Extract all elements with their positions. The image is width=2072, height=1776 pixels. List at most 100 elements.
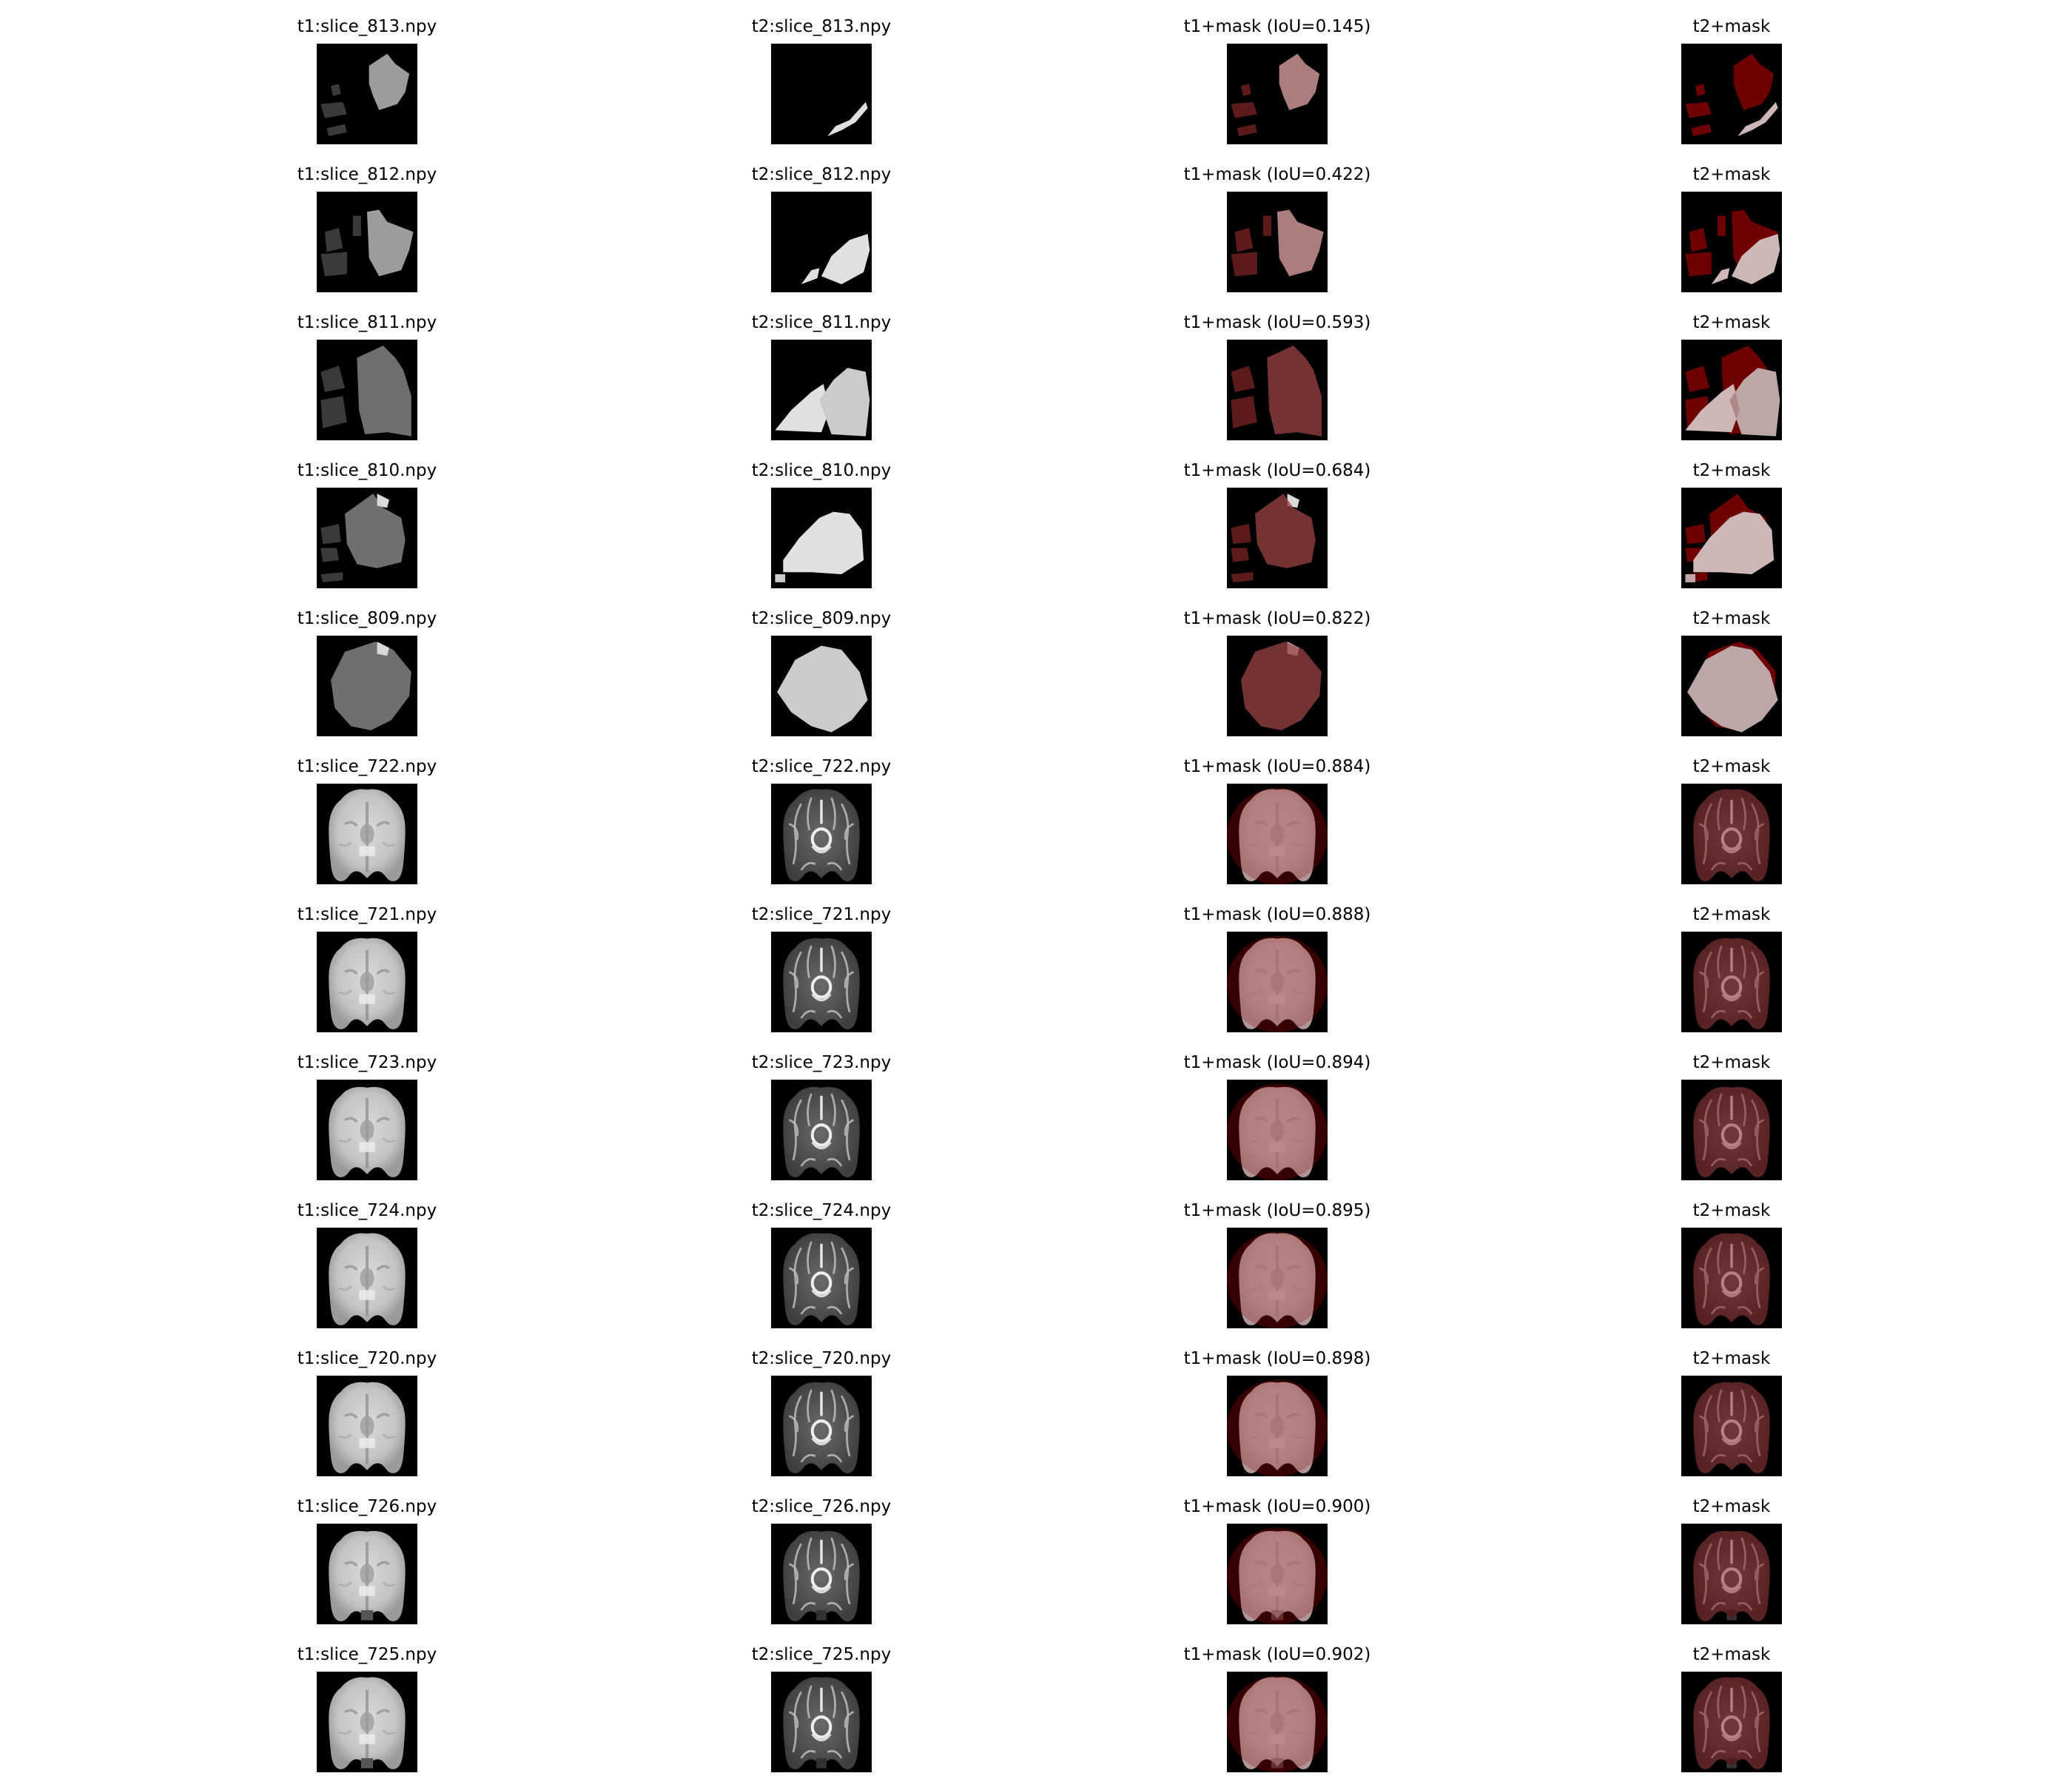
figure-panel: t1:slice_721.npy bbox=[212, 888, 522, 1033]
t1-image bbox=[317, 784, 417, 884]
t1-mask-overlay bbox=[1227, 1376, 1328, 1476]
panel-title: t1:slice_722.npy bbox=[297, 757, 437, 776]
t1-image bbox=[317, 932, 417, 1032]
t1-image bbox=[317, 1080, 417, 1180]
t1-mask-overlay bbox=[1227, 44, 1328, 144]
panel-title: t1+mask (IoU=0.902) bbox=[1183, 1645, 1371, 1664]
figure-panel: t1:slice_813.npy bbox=[212, 0, 522, 145]
panel-title: t2:slice_725.npy bbox=[751, 1645, 892, 1664]
figure-panel: t2:slice_809.npy bbox=[666, 592, 977, 737]
t2-image bbox=[771, 784, 872, 884]
t1-image bbox=[317, 44, 417, 144]
t1-image bbox=[317, 192, 417, 292]
figure-panel: t1+mask (IoU=0.145) bbox=[1122, 0, 1433, 145]
t1-mask-overlay bbox=[1227, 932, 1328, 1032]
panel-title: t1+mask (IoU=0.422) bbox=[1183, 165, 1371, 184]
figure-panel: t2:slice_724.npy bbox=[666, 1184, 977, 1329]
panel-title: t2:slice_721.npy bbox=[751, 905, 892, 924]
figure-panel: t1+mask (IoU=0.684) bbox=[1122, 444, 1433, 589]
panel-title: t1+mask (IoU=0.593) bbox=[1183, 313, 1371, 332]
panel-title: t1+mask (IoU=0.900) bbox=[1183, 1497, 1371, 1516]
t1-image bbox=[317, 1524, 417, 1624]
figure-panel: t2+mask bbox=[1576, 1184, 1887, 1329]
t1-mask-overlay bbox=[1227, 1080, 1328, 1180]
panel-title: t2:slice_812.npy bbox=[751, 165, 892, 184]
figure-panel: t2:slice_720.npy bbox=[666, 1332, 977, 1477]
figure-panel: t1:slice_811.npy bbox=[212, 296, 522, 441]
panel-title: t2+mask bbox=[1692, 905, 1771, 924]
t2-image bbox=[771, 636, 872, 736]
figure-panel: t2:slice_723.npy bbox=[666, 1036, 977, 1181]
t2-image bbox=[771, 44, 872, 144]
figure-panel: t2+mask bbox=[1576, 592, 1887, 737]
panel-title: t2+mask bbox=[1692, 1645, 1771, 1664]
panel-title: t2:slice_809.npy bbox=[751, 609, 892, 628]
panel-title: t2+mask bbox=[1692, 1053, 1771, 1072]
t2-image bbox=[771, 1524, 872, 1624]
panel-title: t2+mask bbox=[1692, 757, 1771, 776]
figure-panel: t2+mask bbox=[1576, 740, 1887, 885]
t1-image bbox=[317, 1672, 417, 1772]
panel-title: t1:slice_720.npy bbox=[297, 1349, 437, 1368]
t1-image bbox=[317, 636, 417, 736]
panel-title: t1+mask (IoU=0.884) bbox=[1183, 757, 1371, 776]
panel-title: t2+mask bbox=[1692, 1201, 1771, 1220]
t1-mask-overlay bbox=[1227, 784, 1328, 884]
panel-title: t1:slice_811.npy bbox=[297, 313, 437, 332]
t1-mask-overlay bbox=[1227, 488, 1328, 588]
t1-image bbox=[317, 340, 417, 440]
t2-mask-overlay bbox=[1681, 1080, 1782, 1180]
t2-mask-overlay bbox=[1681, 1376, 1782, 1476]
panel-title: t1+mask (IoU=0.684) bbox=[1183, 461, 1371, 480]
panel-title: t2+mask bbox=[1692, 1497, 1771, 1516]
t2-mask-overlay bbox=[1681, 44, 1782, 144]
figure-panel: t2+mask bbox=[1576, 148, 1887, 293]
t2-image bbox=[771, 1080, 872, 1180]
figure-panel: t2:slice_725.npy bbox=[666, 1628, 977, 1773]
t1-mask-overlay bbox=[1227, 1524, 1328, 1624]
panel-title: t1:slice_721.npy bbox=[297, 905, 437, 924]
panel-title: t2:slice_720.npy bbox=[751, 1349, 892, 1368]
figure-panel: t2:slice_722.npy bbox=[666, 740, 977, 885]
t2-image bbox=[771, 192, 872, 292]
panel-title: t2+mask bbox=[1692, 313, 1771, 332]
t2-mask-overlay bbox=[1681, 1228, 1782, 1328]
figure-panel: t1+mask (IoU=0.898) bbox=[1122, 1332, 1433, 1477]
t1-mask-overlay bbox=[1227, 192, 1328, 292]
t1-image bbox=[317, 1228, 417, 1328]
t2-mask-overlay bbox=[1681, 1672, 1782, 1772]
t2-mask-overlay bbox=[1681, 784, 1782, 884]
t2-mask-overlay bbox=[1681, 488, 1782, 588]
panel-title: t1:slice_810.npy bbox=[297, 461, 437, 480]
figure-panel: t2+mask bbox=[1576, 1332, 1887, 1477]
panel-title: t2:slice_810.npy bbox=[751, 461, 892, 480]
figure-panel: t2+mask bbox=[1576, 1036, 1887, 1181]
panel-title: t2+mask bbox=[1692, 1349, 1771, 1368]
t2-mask-overlay bbox=[1681, 932, 1782, 1032]
panel-title: t1:slice_726.npy bbox=[297, 1497, 437, 1516]
panel-title: t1:slice_724.npy bbox=[297, 1201, 437, 1220]
figure-panel: t1:slice_810.npy bbox=[212, 444, 522, 589]
figure-panel: t1:slice_720.npy bbox=[212, 1332, 522, 1477]
panel-title: t1:slice_813.npy bbox=[297, 17, 437, 36]
figure-panel: t2:slice_813.npy bbox=[666, 0, 977, 145]
figure-panel: t2:slice_811.npy bbox=[666, 296, 977, 441]
panel-title: t2:slice_813.npy bbox=[751, 17, 892, 36]
panel-title: t2+mask bbox=[1692, 461, 1771, 480]
t2-image bbox=[771, 1672, 872, 1772]
t2-image bbox=[771, 1228, 872, 1328]
panel-title: t1+mask (IoU=0.145) bbox=[1183, 17, 1371, 36]
figure-panel: t1:slice_722.npy bbox=[212, 740, 522, 885]
figure-panel: t1+mask (IoU=0.422) bbox=[1122, 148, 1433, 293]
figure-panel: t1:slice_725.npy bbox=[212, 1628, 522, 1773]
figure-panel: t1+mask (IoU=0.822) bbox=[1122, 592, 1433, 737]
t1-image bbox=[317, 1376, 417, 1476]
figure-panel: t2:slice_726.npy bbox=[666, 1480, 977, 1625]
figure-panel: t2+mask bbox=[1576, 1628, 1887, 1773]
figure-panel: t2+mask bbox=[1576, 296, 1887, 441]
figure-panel: t2+mask bbox=[1576, 444, 1887, 589]
panel-title: t2+mask bbox=[1692, 165, 1771, 184]
figure-panel: t2:slice_721.npy bbox=[666, 888, 977, 1033]
t2-image bbox=[771, 488, 872, 588]
figure-panel: t2+mask bbox=[1576, 1480, 1887, 1625]
